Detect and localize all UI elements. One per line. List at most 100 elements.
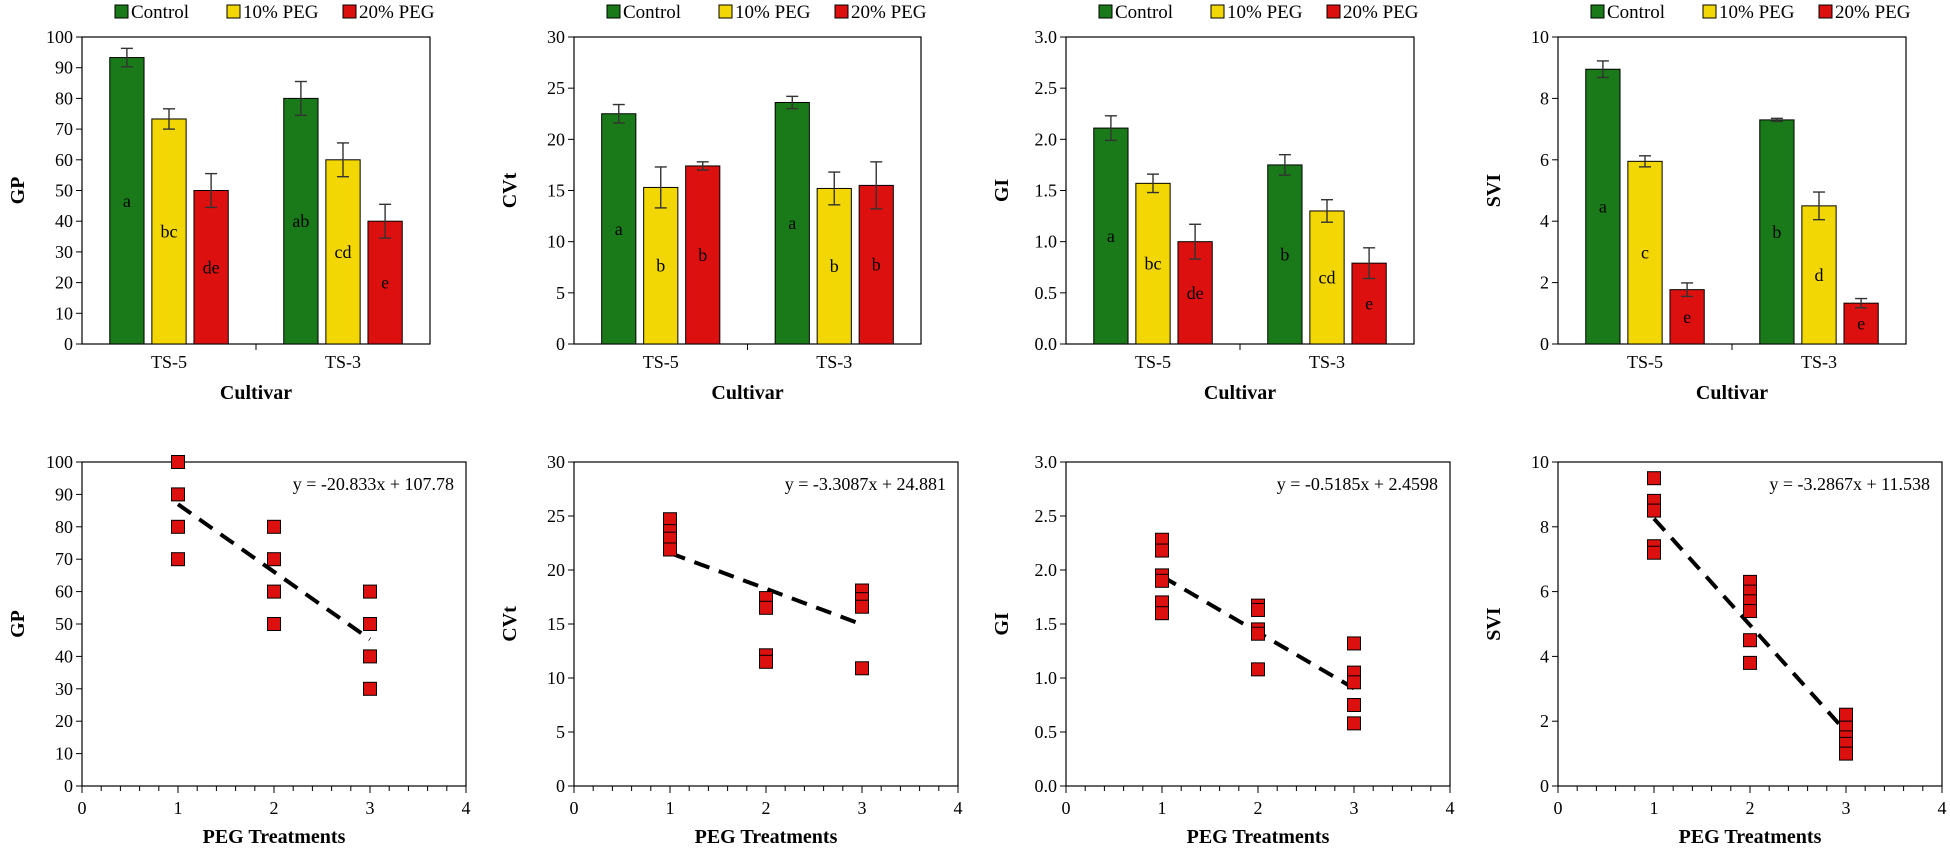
y-axis-title: GI (991, 612, 1013, 636)
significance-letter: de (203, 257, 220, 277)
data-point (1647, 471, 1661, 486)
bar (1267, 164, 1303, 345)
x-tick-label: 1 (174, 798, 183, 818)
y-tick-label: 2 (1540, 273, 1549, 293)
y-tick-label: 1.0 (1035, 668, 1058, 688)
legend-label: 10% PEG (735, 2, 811, 23)
data-point (1251, 626, 1265, 641)
y-tick-label: 30 (55, 242, 73, 262)
data-point (267, 519, 281, 534)
data-point (1347, 716, 1361, 731)
bar (601, 113, 637, 345)
bar (1309, 210, 1345, 345)
y-tick-label: 2.0 (1035, 129, 1058, 149)
data-point (759, 654, 773, 669)
x-tick-label: TS-3 (1801, 352, 1837, 372)
x-tick-label: TS-5 (1627, 352, 1663, 372)
significance-letter: a (788, 213, 796, 233)
data-point (1743, 633, 1757, 648)
y-tick-label: 10 (547, 668, 565, 688)
x-axis-title: PEG Treatments (203, 826, 346, 848)
y-tick-label: 3.0 (1035, 27, 1058, 47)
plot-frame (573, 461, 959, 787)
legend-label: Control (623, 2, 681, 23)
x-tick-label: 0 (78, 798, 87, 818)
significance-letter: a (123, 191, 131, 211)
data-point (267, 617, 281, 631)
x-tick-label: 4 (1446, 798, 1455, 818)
y-tick-label: 4 (1540, 211, 1549, 231)
data-point (1155, 543, 1169, 558)
data-point (1743, 655, 1757, 670)
bar (816, 187, 852, 345)
y-tick-label: 30 (547, 27, 565, 47)
legend-label: Control (1115, 2, 1173, 23)
y-axis-title: GI (991, 179, 1013, 203)
x-tick-label: 1 (1158, 798, 1167, 818)
legend-label: 10% PEG (243, 2, 319, 23)
data-point (363, 681, 377, 696)
significance-letter: a (1107, 226, 1115, 246)
y-tick-label: 0.5 (1035, 722, 1058, 742)
y-tick-label: 0 (1540, 776, 1549, 796)
legend-swatch (114, 4, 129, 19)
data-point (1647, 503, 1661, 518)
legend-swatch (1326, 4, 1341, 19)
legend-swatch (342, 4, 357, 19)
y-tick-label: 2.0 (1035, 560, 1058, 580)
data-point (363, 649, 377, 664)
y-tick-label: 0.0 (1035, 334, 1058, 354)
data-point (1347, 675, 1361, 690)
legend: Control 10% PEG 20% PEG (1098, 2, 1419, 23)
significance-letter: c (1641, 243, 1649, 263)
data-point (363, 617, 377, 631)
bar (1759, 119, 1795, 345)
y-tick-label: 2.5 (1035, 506, 1058, 526)
y-tick-label: 70 (55, 119, 73, 139)
y-tick-label: 20 (55, 711, 73, 731)
x-tick-label: 1 (1650, 798, 1659, 818)
data-point (1839, 707, 1853, 722)
data-point (1251, 602, 1265, 617)
legend-swatch (718, 4, 733, 19)
y-tick-label: 1.5 (1035, 181, 1058, 201)
y-tick-label: 5 (556, 722, 565, 742)
x-axis-title: Cultivar (1696, 382, 1768, 404)
y-tick-label: 40 (55, 646, 73, 666)
x-tick-label: 2 (1746, 798, 1755, 818)
y-tick-label: 0 (64, 776, 73, 796)
bar (774, 101, 810, 345)
y-tick-label: 1.5 (1035, 614, 1058, 634)
y-tick-label: 80 (55, 88, 73, 108)
x-axis-title: Cultivar (220, 382, 292, 404)
significance-letter: b (1772, 222, 1781, 242)
y-tick-label: 6 (1540, 582, 1549, 602)
legend: Control 10% PEG 20% PEG (606, 2, 927, 23)
significance-letter: e (1365, 294, 1373, 314)
significance-letter: de (1187, 283, 1204, 303)
legend-label: 20% PEG (851, 2, 927, 23)
trendline-equation: y = -0.5185x + 2.4598 (1277, 474, 1438, 494)
x-tick-label: 4 (954, 798, 963, 818)
y-tick-label: 6 (1540, 150, 1549, 170)
legend-label: 20% PEG (1835, 2, 1911, 23)
x-tick-label: 3 (1350, 798, 1359, 818)
x-tick-label: 0 (1062, 798, 1071, 818)
significance-letter: a (1599, 197, 1607, 217)
trend-line (669, 551, 863, 627)
trendline-equation: y = -3.3087x + 24.881 (785, 474, 946, 494)
y-axis-title: GP (7, 610, 29, 638)
data-point (1347, 698, 1361, 712)
x-tick-label: 4 (462, 798, 471, 818)
y-tick-label: 0 (64, 334, 73, 354)
trendline-equation: y = -3.2867x + 11.538 (1769, 474, 1930, 494)
data-point (1839, 746, 1853, 761)
bar (151, 118, 187, 345)
x-tick-label: TS-3 (816, 352, 852, 372)
y-tick-label: 0 (556, 776, 565, 796)
data-point (267, 552, 281, 567)
y-tick-label: 80 (55, 517, 73, 537)
x-tick-label: TS-5 (643, 352, 679, 372)
y-tick-label: 30 (55, 679, 73, 699)
